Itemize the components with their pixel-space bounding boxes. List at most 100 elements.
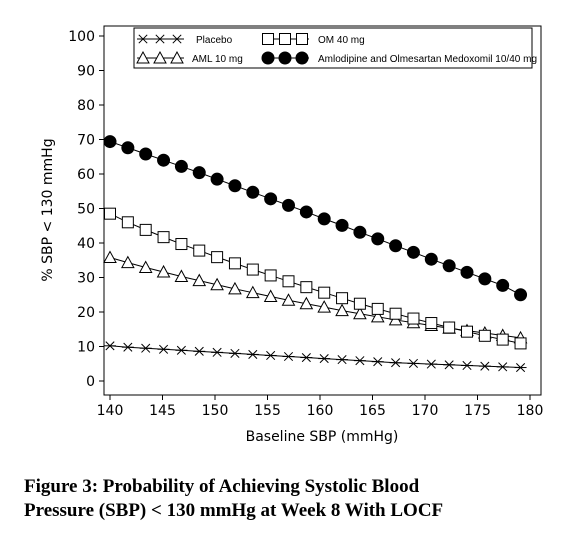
data-point: [121, 342, 134, 352]
data-point: [228, 257, 241, 270]
series-line: [109, 213, 521, 344]
data-point: [317, 300, 332, 313]
data-point: [335, 303, 349, 317]
y-tick-label: 0: [86, 374, 95, 390]
data-point: [299, 205, 313, 219]
legend-marker: [295, 51, 309, 65]
x-tick-label: 170: [412, 403, 439, 419]
data-point: [228, 281, 242, 295]
series-line: [109, 141, 521, 296]
x-tick-label: 140: [97, 403, 124, 419]
figure-caption: Figure 3: Probability of Achieving Systo…: [24, 475, 554, 523]
data-point: [139, 343, 152, 353]
y-tick-label: 90: [77, 64, 95, 80]
y-tick-label: 60: [77, 167, 95, 183]
data-point: [246, 349, 259, 359]
x-tick-label: 150: [202, 403, 229, 419]
data-point: [300, 352, 313, 363]
data-point: [514, 288, 528, 302]
x-axis-label: Baseline SBP (mmHg): [246, 429, 399, 445]
legend-marker: [279, 33, 291, 45]
data-point: [300, 281, 313, 294]
data-point: [389, 307, 402, 320]
data-point: [263, 289, 278, 302]
y-tick-label: 50: [77, 202, 95, 218]
data-point: [264, 350, 277, 361]
data-point: [121, 216, 134, 229]
legend-entry: Amlodipine and Olmesartan Medoxomil 10/4…: [261, 51, 537, 65]
caption-line-1: Figure 3: Probability of Achieving Systo…: [24, 476, 420, 497]
plot-frame: [103, 25, 542, 396]
data-point: [228, 179, 242, 193]
legend-label: Placebo: [196, 35, 233, 46]
data-point: [264, 192, 278, 206]
legend-marker: [170, 50, 184, 64]
legend-marker: [137, 34, 149, 44]
data-point: [157, 231, 170, 244]
data-point: [406, 245, 420, 259]
data-point: [281, 293, 296, 306]
y-axis: 0 10 20 30 40 50 60 70 80 90 100: [68, 29, 104, 390]
data-point: [443, 321, 456, 334]
data-point: [299, 296, 314, 310]
data-point: [210, 277, 224, 291]
data-point: [211, 251, 224, 264]
legend-marker: [262, 33, 274, 45]
data-point: [317, 212, 331, 226]
data-point: [138, 260, 153, 273]
data-point: [103, 135, 117, 149]
data-point: [496, 278, 510, 292]
y-tick-label: 20: [77, 305, 95, 321]
y-tick-label: 70: [77, 133, 95, 149]
y-tick-label: 30: [77, 271, 95, 287]
data-point: [156, 264, 171, 278]
data-point: [139, 223, 152, 236]
x-tick-label: 175: [464, 403, 491, 419]
data-point: [246, 263, 259, 276]
data-point: [103, 250, 117, 263]
data-point: [478, 272, 492, 286]
legend-entry: AML 10 mg: [136, 50, 243, 65]
data-point: [193, 244, 206, 257]
data-point: [407, 358, 420, 368]
data-point: [157, 153, 171, 167]
x-tick-label: 160: [307, 403, 334, 419]
data-point: [496, 362, 509, 372]
data-point: [210, 172, 224, 186]
y-tick-label: 40: [77, 236, 95, 252]
x-tick-label: 165: [359, 403, 386, 419]
y-tick-label: 10: [77, 340, 95, 356]
data-point: [139, 147, 153, 161]
legend-label: Amlodipine and Olmesartan Medoxomil 10/4…: [318, 54, 537, 65]
legend-marker: [154, 34, 166, 44]
data-point: [121, 141, 135, 155]
x-tick-label: 155: [254, 403, 281, 419]
data-point: [442, 259, 456, 273]
caption-line-2: Pressure (SBP) < 130 mmHg at Week 8 With…: [24, 500, 444, 521]
chart: 0 10 20 30 40 50 60 70 80 90 100 140 145 150 155 160 16…: [40, 25, 544, 445]
data-point: [264, 269, 277, 282]
data-point: [461, 325, 473, 338]
data-point: [353, 297, 366, 310]
legend-marker: [278, 51, 292, 65]
data-point: [192, 273, 207, 287]
data-point: [175, 345, 188, 355]
series-filled-circle: [103, 135, 528, 302]
data-point: [174, 159, 188, 173]
data-point: [461, 360, 473, 371]
data-point: [175, 238, 188, 251]
data-point: [211, 347, 224, 357]
data-point: [193, 346, 206, 356]
legend-marker: [171, 34, 183, 44]
data-point: [121, 255, 135, 269]
data-point: [353, 356, 366, 366]
data-point: [424, 252, 438, 266]
legend-entry: OM 40 mg: [262, 33, 365, 46]
data-point: [104, 341, 116, 351]
data-point: [407, 312, 420, 325]
data-point: [425, 317, 438, 330]
data-point: [460, 265, 474, 279]
data-point: [514, 362, 527, 373]
x-tick-label: 180: [517, 403, 544, 419]
legend-marker: [296, 33, 308, 45]
